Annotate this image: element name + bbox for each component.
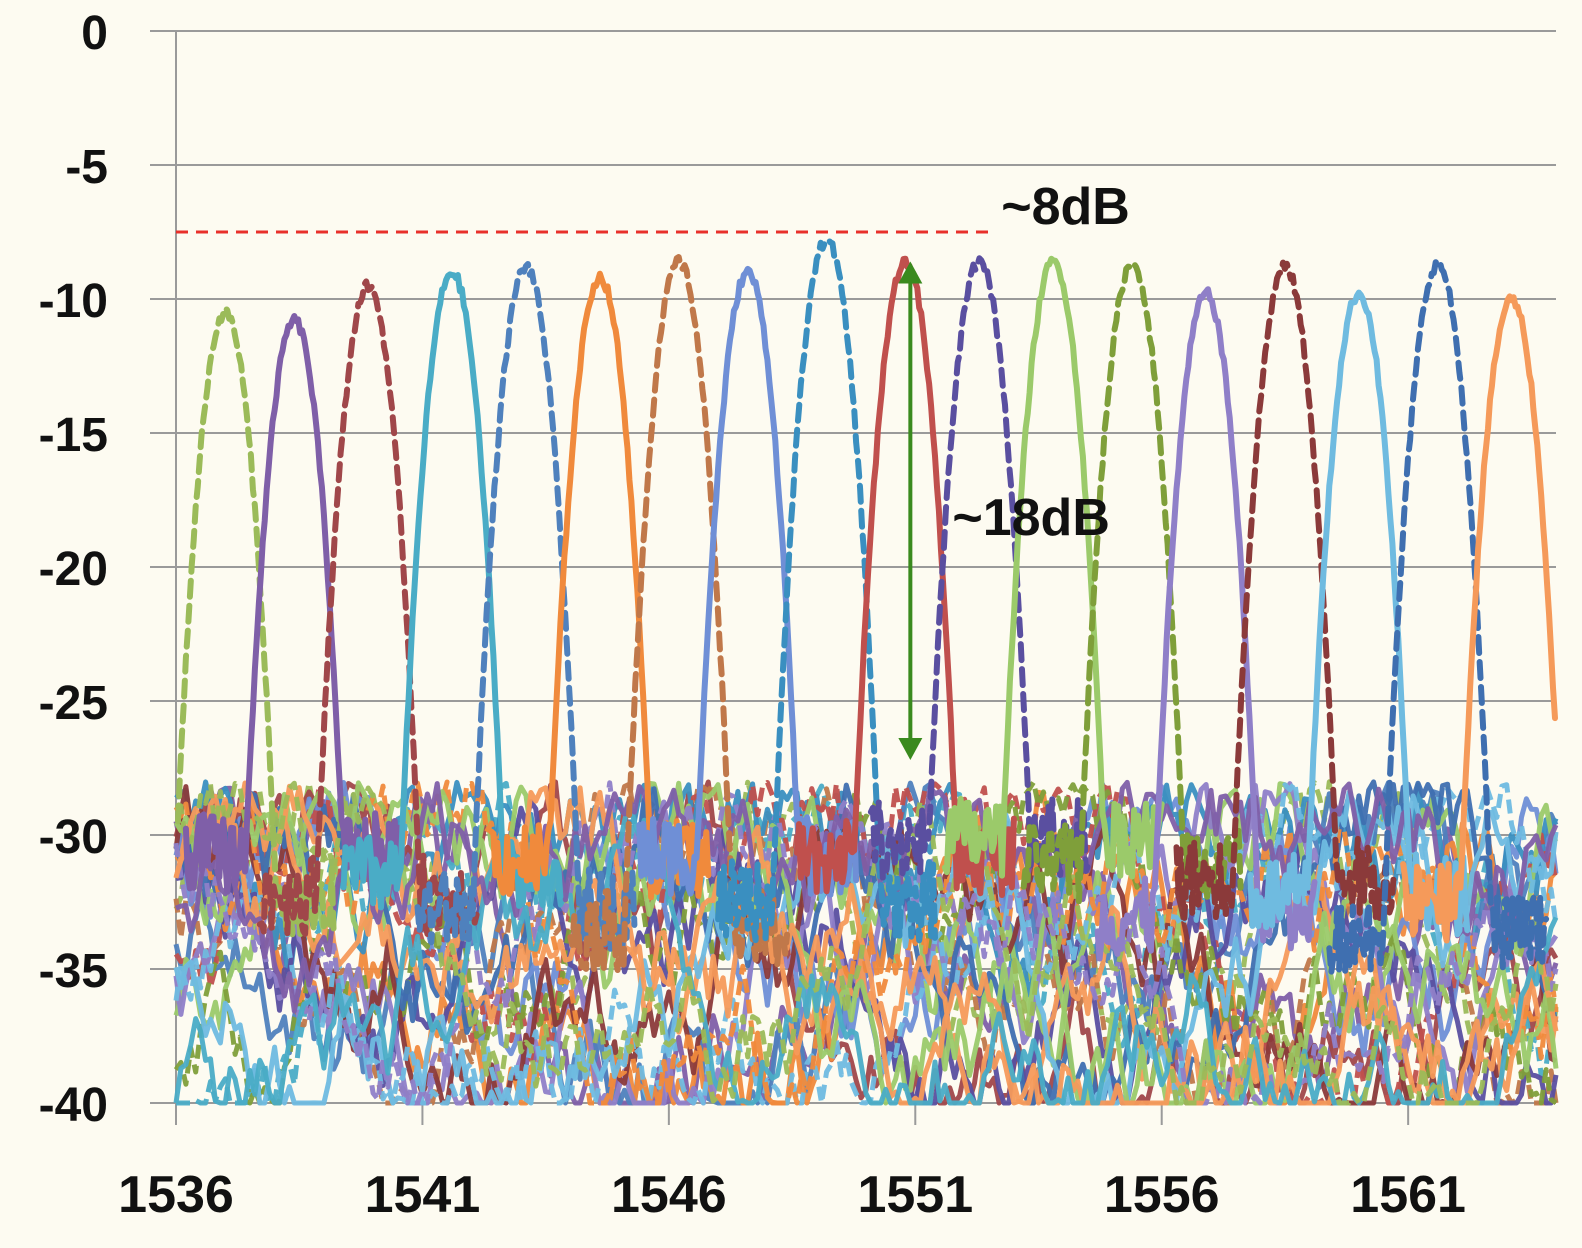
series-line-15 (1173, 259, 1397, 922)
series-line-10 (794, 255, 1017, 898)
noise-trace (173, 780, 1559, 1106)
noise-trace (173, 779, 1558, 1106)
noise-trace (174, 780, 1559, 1106)
y-tick-label: -35 (39, 945, 108, 998)
y-tick-label: -20 (39, 543, 108, 596)
annotations: ~8dB ~18dB (176, 178, 1130, 760)
y-tick-label: -40 (39, 1079, 108, 1132)
series-line-11 (867, 255, 1091, 881)
annotation-18db: ~18dB (952, 489, 1110, 547)
noise-trace (173, 779, 1559, 1106)
x-tick-label: 1556 (1104, 1166, 1220, 1224)
y-tick-label: 0 (81, 7, 108, 60)
series-line-7 (567, 254, 791, 973)
series-line-16 (1247, 289, 1471, 938)
y-tick-label: -10 (39, 275, 108, 328)
arrow-head-top (898, 261, 923, 284)
noise-trace (175, 779, 1559, 1014)
x-axis (150, 1102, 1556, 1125)
series-group (175, 237, 1558, 976)
series-line-18 (1400, 293, 1558, 944)
arrow-head-bottom (898, 737, 923, 760)
x-tick-label: 1551 (857, 1166, 973, 1224)
series-line-9 (715, 237, 938, 944)
series-line-17 (1326, 258, 1550, 976)
noise-floor (173, 779, 1559, 1106)
noise-trace (173, 797, 1559, 1106)
annotation-8db: ~8dB (1001, 178, 1130, 236)
y-tick-label: -30 (39, 811, 108, 864)
x-tick-label: 1546 (611, 1166, 727, 1224)
y-tick-label: -5 (65, 141, 108, 194)
x-tick-label: 1561 (1350, 1166, 1466, 1224)
x-tick-label: 1541 (365, 1166, 481, 1224)
noise-trace (173, 780, 1559, 1106)
series-line-13 (1020, 261, 1244, 905)
y-tick-label: -15 (39, 409, 108, 462)
x-tick-label: 1536 (118, 1166, 234, 1224)
series-line-1 (175, 304, 337, 938)
y-tick-label: -25 (39, 677, 108, 730)
series-line-12 (941, 255, 1165, 880)
